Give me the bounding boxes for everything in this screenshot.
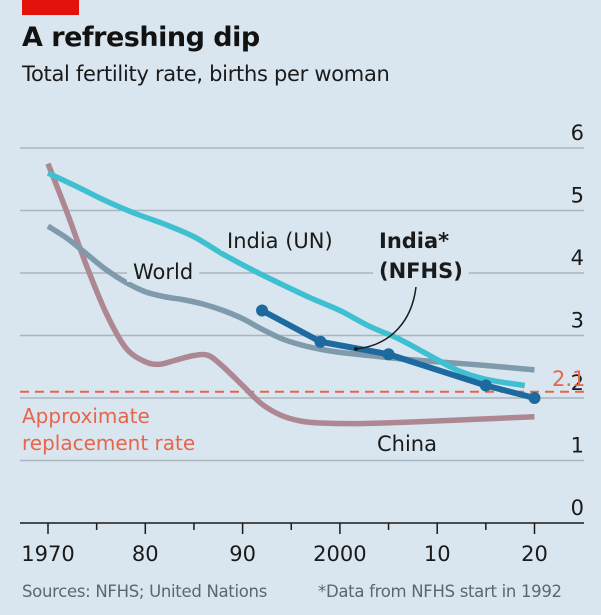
series-labels: World India (UN) China India* (NFHS) App… — [22, 229, 585, 456]
label-world: World — [133, 260, 193, 284]
y-tick-label-3: 3 — [571, 309, 584, 333]
label-india-un: India (UN) — [227, 229, 333, 253]
x-tick-label-2010: 10 — [424, 542, 451, 566]
y-tick-label-1: 1 — [571, 434, 584, 458]
replacement-annotation-line1: Approximate — [22, 404, 150, 428]
y-tick-label-5: 5 — [571, 184, 584, 208]
chart-subtitle: Total fertility rate, births per woman — [22, 62, 390, 86]
nfhs-point-1992 — [256, 304, 269, 317]
replacement-annotation-line2: replacement rate — [22, 431, 195, 455]
y-tick-label-2: 2 — [571, 371, 584, 395]
chart-title: A refreshing dip — [22, 22, 260, 53]
replacement-value-label: 2.1 — [552, 367, 585, 391]
y-tick-label-0: 0 — [571, 496, 584, 520]
x-tick-label-1980: 80 — [132, 542, 159, 566]
x-tick-label-1990: 90 — [229, 542, 256, 566]
series-lines — [45, 162, 541, 427]
y-tick-label-6: 6 — [571, 121, 584, 145]
label-india-nfhs-line2: (NFHS) — [379, 259, 463, 283]
nfhs-callout-dot — [354, 347, 358, 351]
y-tick-label-4: 4 — [571, 246, 584, 270]
footer-note: *Data from NFHS start in 1992 — [318, 582, 562, 601]
footer-sources: Sources: NFHS; United Nations — [22, 582, 268, 601]
gridlines — [20, 147, 584, 462]
x-tick-label-2020: 20 — [521, 542, 548, 566]
label-china: China — [377, 432, 437, 456]
series-india-un-line — [46, 170, 526, 389]
x-tick-label-2000: 2000 — [313, 542, 366, 566]
brand-red-bar — [22, 0, 79, 15]
nfhs-point-1998 — [314, 335, 327, 348]
nfhs-point-2015 — [479, 379, 492, 392]
label-india-nfhs-line1: India* — [379, 229, 449, 253]
label-india-nfhs-line2-knockout — [373, 263, 469, 281]
x-tick-label-1970: 1970 — [21, 542, 74, 566]
series-china-line — [45, 162, 535, 427]
nfhs-point-2020 — [528, 392, 541, 404]
nfhs-callout-leader — [355, 286, 417, 350]
label-world-knockout — [127, 264, 200, 282]
x-axis: 1970 80 90 2000 10 20 — [20, 522, 584, 566]
nfhs-point-2005 — [382, 348, 395, 361]
label-india-un-knockout — [221, 233, 339, 251]
y-tick-labels: 0 1 2 3 4 5 6 — [571, 121, 584, 520]
series-india-nfhs-line — [260, 307, 536, 401]
